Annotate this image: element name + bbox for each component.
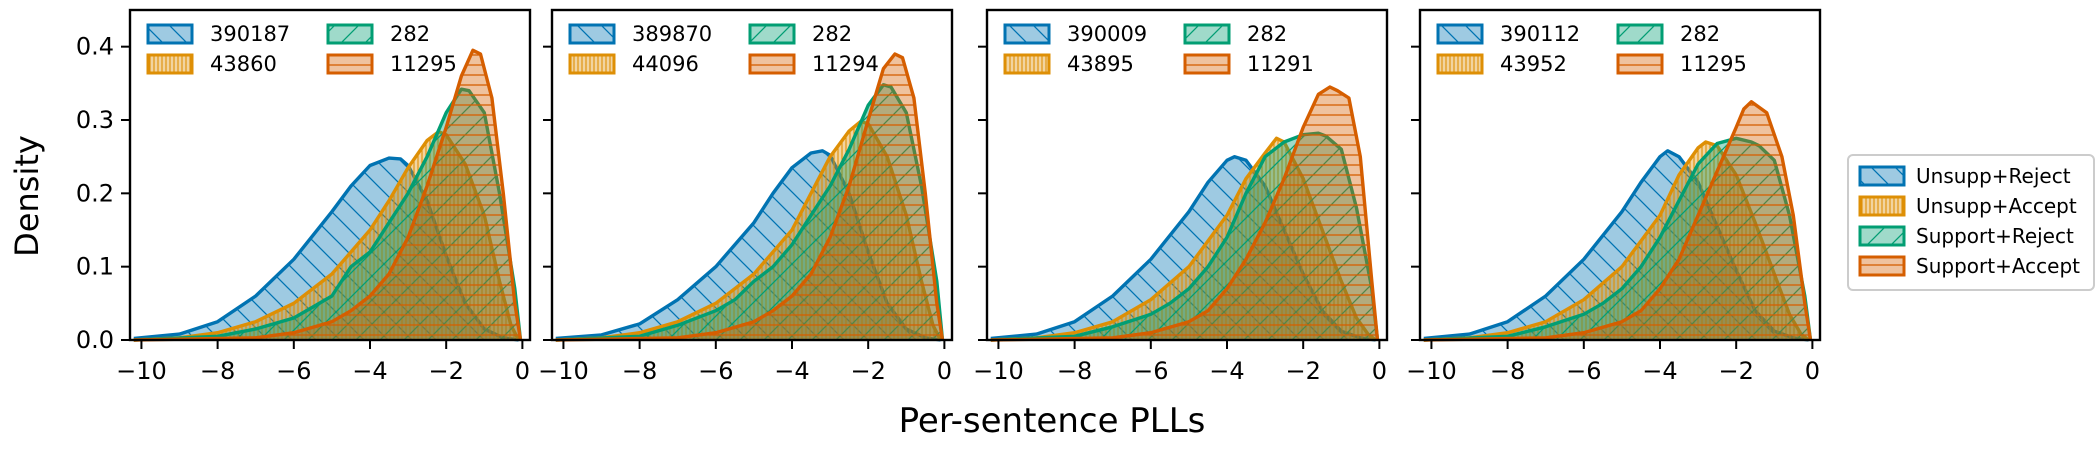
legend-swatch-support-reject: [1858, 225, 1906, 247]
count-label-p2-3: 11294: [812, 52, 879, 76]
series-support-accept-p2-line: [555, 52, 945, 342]
count-label-p4-1: 43952: [1500, 52, 1567, 76]
count-swatch-p1-2: [326, 23, 374, 45]
x-tick-label-p2-4: −2: [850, 357, 885, 385]
x-tick-label-p1-1: −8: [200, 357, 235, 385]
legend-swatch-unsupp-accept: [1858, 195, 1906, 217]
series-support-accept-p4-line: [1423, 100, 1813, 342]
count-swatch-p2-2: [748, 23, 796, 45]
plot-frame-p4: [1418, 8, 1822, 342]
y-tick-label-1: 0.1: [76, 253, 114, 281]
x-tick-label-p1-0: −10: [116, 357, 167, 385]
legend-label-support-accept: Support+Accept: [1916, 254, 2080, 278]
x-tick-label-p2-3: −4: [774, 357, 809, 385]
x-tick-label-p4-1: −8: [1490, 357, 1525, 385]
right-legend-box: [1847, 154, 2095, 291]
count-label-p3-2: 282: [1247, 22, 1287, 46]
x-tick-label-p2-1: −8: [622, 357, 657, 385]
y-axis-label: Density: [8, 135, 46, 257]
x-tick-label-p1-3: −4: [352, 357, 387, 385]
x-tick-label-p4-3: −4: [1642, 357, 1677, 385]
series-support-accept-p2-hatch: [555, 54, 943, 340]
x-tick-label-p2-2: −6: [698, 357, 733, 385]
count-swatch-p4-1: [1436, 53, 1484, 75]
plot-frame-p1: [128, 8, 532, 342]
count-label-p1-3: 11295: [390, 52, 457, 76]
x-tick-label-p3-2: −6: [1133, 357, 1168, 385]
count-label-p4-0: 390112: [1500, 22, 1580, 46]
right-legend: Unsupp+Reject Unsupp+Accept Support+Reject…: [1847, 154, 2095, 291]
series-support-accept-p4-hatch: [1423, 101, 1811, 340]
count-label-p4-2: 282: [1680, 22, 1720, 46]
count-label-p3-0: 390009: [1067, 22, 1147, 46]
count-swatch-p3-1: [1003, 53, 1051, 75]
x-tick-label-p2-0: −10: [538, 357, 589, 385]
count-legend-p4: 390112 43952 282 11295: [1436, 22, 1747, 76]
x-axis-label: Per-sentence PLLs: [899, 401, 1206, 441]
chart-panel-3: −10 −8 −6 −4 −2 0 390009 43895 282 11291: [973, 8, 1389, 385]
x-tick-label-p1-4: −2: [428, 357, 463, 385]
count-swatch-p1-3: [326, 53, 374, 75]
series-support-accept-p1-hatch: [133, 50, 521, 341]
count-label-p3-1: 43895: [1067, 52, 1134, 76]
x-tick-label-p4-0: −10: [1406, 357, 1457, 385]
x-tick-label-p3-0: −10: [973, 357, 1024, 385]
x-tick-label-p1-2: −6: [276, 357, 311, 385]
count-legend-p2: 389870 44096 282 11294: [568, 22, 879, 76]
count-label-p2-2: 282: [812, 22, 852, 46]
series-support-accept-p1-line: [133, 48, 523, 342]
count-swatch-p3-0: [1003, 23, 1051, 45]
count-label-p1-0: 390187: [210, 22, 290, 46]
x-tick-label-p3-1: −8: [1057, 357, 1092, 385]
chart-panel-1: −10 −8 −6 −4 −2 0 0.0 0.1 0.2 0.3 0.4 390187 43860 28…: [76, 8, 532, 385]
series-support-accept-p3-hatch: [990, 87, 1378, 340]
count-swatch-p4-0: [1436, 23, 1484, 45]
count-swatch-p4-2: [1616, 23, 1664, 45]
x-tick-label-p1-5: 0: [515, 357, 530, 385]
x-tick-label-p3-4: −2: [1285, 357, 1320, 385]
count-label-p2-0: 389870: [632, 22, 712, 46]
series-support-accept-p3-line: [990, 85, 1380, 342]
x-tick-label-p3-5: 0: [1372, 357, 1387, 385]
count-label-p1-2: 282: [390, 22, 430, 46]
x-tick-label-p4-4: −2: [1718, 357, 1753, 385]
chart-panel-2: −10 −8 −6 −4 −2 0 389870 44096 282 11294: [538, 8, 954, 385]
count-swatch-p1-0: [146, 23, 194, 45]
count-swatch-p2-0: [568, 23, 616, 45]
count-label-p3-3: 11291: [1247, 52, 1314, 76]
y-tick-label-0: 0.0: [76, 326, 114, 354]
count-label-p2-1: 44096: [632, 52, 699, 76]
x-tick-label-p4-5: 0: [1805, 357, 1820, 385]
count-swatch-p2-1: [568, 53, 616, 75]
legend-label-unsupp-reject: Unsupp+Reject: [1916, 164, 2071, 188]
plot-frame-p2: [550, 8, 954, 342]
count-label-p4-3: 11295: [1680, 52, 1747, 76]
x-tick-label-p3-3: −4: [1209, 357, 1244, 385]
count-swatch-p4-3: [1616, 53, 1664, 75]
count-label-p1-1: 43860: [210, 52, 277, 76]
legend-swatch-support-accept: [1858, 255, 1906, 277]
y-tick-label-2: 0.2: [76, 179, 114, 207]
x-tick-label-p4-2: −6: [1566, 357, 1601, 385]
legend-label-unsupp-accept: Unsupp+Accept: [1916, 194, 2077, 218]
count-swatch-p2-3: [748, 53, 796, 75]
y-tick-label-3: 0.3: [76, 106, 114, 134]
plot-frame-p3: [985, 8, 1389, 342]
y-tick-label-4: 0.4: [76, 33, 114, 61]
count-swatch-p3-3: [1183, 53, 1231, 75]
chart-panel-4: −10 −8 −6 −4 −2 0 390112 43952 282 11295: [1406, 8, 1822, 385]
legend-label-support-reject: Support+Reject: [1916, 224, 2074, 248]
count-legend-p1: 390187 43860 282 11295: [146, 22, 457, 76]
count-swatch-p1-1: [146, 53, 194, 75]
x-tick-label-p2-5: 0: [937, 357, 952, 385]
legend-swatch-unsupp-reject: [1858, 165, 1906, 187]
count-swatch-p3-2: [1183, 23, 1231, 45]
count-legend-p3: 390009 43895 282 11291: [1003, 22, 1314, 76]
